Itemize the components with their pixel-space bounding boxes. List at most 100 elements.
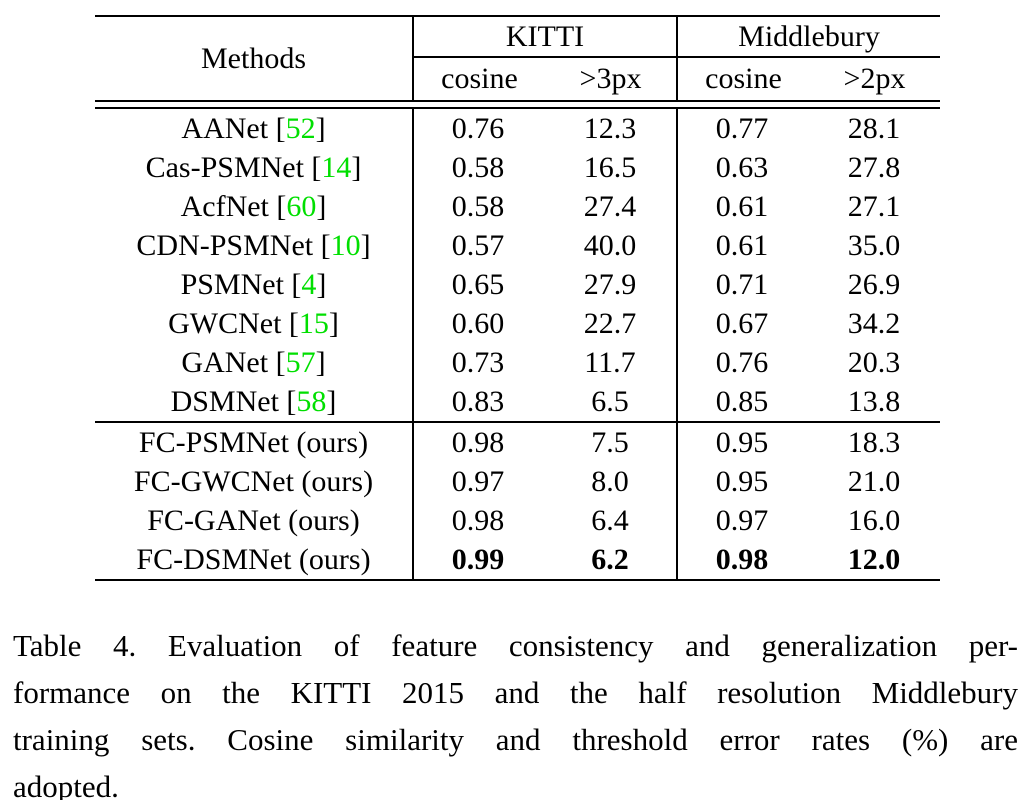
value-cell: 26.9	[847, 267, 901, 301]
value-cell: 0.58	[451, 189, 505, 223]
value-cell: 12.3	[583, 111, 637, 145]
value-cell: 0.60	[451, 306, 505, 340]
method-cell: FC-PSMNet (ours)	[138, 425, 369, 459]
col-group-kitti-title: KITTI	[414, 17, 676, 58]
value-cell: 21.0	[847, 464, 901, 498]
method-label: AANet [	[181, 111, 286, 145]
value-cell: 0.83	[451, 384, 505, 418]
value-cell: 35.0	[847, 228, 901, 262]
value-cell: 22.7	[583, 306, 637, 340]
value-cell: 0.98	[451, 425, 505, 459]
col-group-middlebury-subheaders: cosine >2px	[678, 58, 940, 100]
citation-number: 14	[321, 150, 352, 184]
value-cell: 0.95	[715, 464, 769, 498]
table-row: FC-GANet (ours) 0.98 6.4 0.97 16.0	[95, 501, 940, 540]
value-cell: 0.63	[715, 150, 769, 184]
col-group-kitti: KITTI cosine >3px	[412, 17, 676, 100]
value-cell: 18.3	[847, 425, 901, 459]
table-body-baselines: AANet [52] 0.76 12.3 0.77 28.1 Cas-PSMNet [14…	[95, 109, 940, 421]
column-divider	[412, 109, 414, 421]
value-cell: 0.67	[715, 306, 769, 340]
col-group-middlebury-title: Middlebury	[678, 17, 940, 58]
table-row: FC-DSMNet (ours) 0.99 6.2 0.98 12.0	[95, 540, 940, 579]
value-cell: 0.85	[715, 384, 769, 418]
col-header-middlebury-2px: >2px	[843, 62, 906, 95]
value-cell: 27.9	[583, 267, 637, 301]
method-label: CDN-PSMNet [	[136, 228, 331, 262]
table-row: AcfNet [60] 0.58 27.4 0.61 27.1	[95, 187, 940, 226]
caption-line: Table 4. Evaluation of feature consisten…	[13, 628, 1018, 663]
method-label: ]	[351, 150, 362, 184]
value-cell: 0.97	[715, 503, 769, 537]
value-cell: 0.76	[451, 111, 505, 145]
table-body-ours: FC-PSMNet (ours) 0.98 7.5 0.95 18.3 FC-GWCNet…	[95, 421, 940, 579]
value-cell: 6.2	[591, 542, 629, 576]
value-cell: 0.98	[451, 503, 505, 537]
value-cell: 27.1	[847, 189, 901, 223]
value-cell: 16.0	[847, 503, 901, 537]
value-cell: 0.77	[715, 111, 769, 145]
method-cell: AANet [52]	[95, 112, 412, 146]
method-cell: GANet [57]	[95, 346, 412, 380]
column-divider	[412, 423, 414, 579]
value-cell: 12.0	[847, 542, 901, 576]
method-label: GWCNet [	[168, 306, 299, 340]
value-cell: 0.76	[715, 345, 769, 379]
method-label: ]	[316, 189, 327, 223]
value-cell: 28.1	[847, 111, 901, 145]
value-cell: 0.95	[715, 425, 769, 459]
value-cell: 0.99	[451, 542, 505, 576]
results-table: Methods KITTI cosine >3px Middlebury cos…	[95, 15, 940, 581]
col-group-kitti-subheaders: cosine >3px	[414, 58, 676, 100]
table-row: FC-PSMNet (ours) 0.98 7.5 0.95 18.3	[95, 423, 940, 462]
table-row: AANet [52] 0.76 12.3 0.77 28.1	[95, 109, 940, 148]
column-divider	[676, 423, 678, 579]
method-cell: FC-GWCNet (ours)	[133, 464, 374, 498]
table-row: CDN-PSMNet [10] 0.57 40.0 0.61 35.0	[95, 226, 940, 265]
table-caption: Table 4. Evaluation of feature consisten…	[13, 622, 1018, 800]
method-cell: CDN-PSMNet [10]	[95, 229, 412, 263]
value-cell: 0.65	[451, 267, 505, 301]
value-cell: 6.4	[591, 503, 629, 537]
method-cell: GWCNet [15]	[95, 307, 412, 341]
method-label: PSMNet [	[180, 267, 302, 301]
table-row: DSMNet [58] 0.83 6.5 0.85 13.8	[95, 382, 940, 421]
column-divider	[676, 109, 678, 421]
value-cell: 11.7	[584, 345, 636, 379]
value-cell: 0.98	[715, 542, 769, 576]
table-row: GANet [57] 0.73 11.7 0.76 20.3	[95, 343, 940, 382]
value-cell: 0.58	[451, 150, 505, 184]
caption-line: formance on the KITTI 2015 and the half …	[13, 675, 1018, 710]
value-cell: 34.2	[847, 306, 901, 340]
caption-line: adopted.	[13, 769, 119, 800]
col-header-methods: Methods	[201, 41, 306, 75]
col-header-middlebury-cosine: cosine	[705, 62, 782, 95]
value-cell: 13.8	[847, 384, 901, 418]
value-cell: 0.73	[451, 345, 505, 379]
citation-number: 57	[285, 345, 316, 379]
method-label: GANet [	[181, 345, 286, 379]
method-cell: PSMNet [4]	[95, 268, 412, 302]
caption-line: training sets. Cosine similarity and thr…	[13, 722, 1018, 757]
method-label: ]	[315, 345, 326, 379]
method-cell: Cas-PSMNet [14]	[95, 151, 412, 185]
citation-number: 60	[286, 189, 317, 223]
col-header-kitti-3px: >3px	[579, 62, 642, 95]
table-row: PSMNet [4] 0.65 27.9 0.71 26.9	[95, 265, 940, 304]
value-cell: 6.5	[591, 384, 629, 418]
method-cell: AcfNet [60]	[95, 190, 412, 224]
table-row: FC-GWCNet (ours) 0.97 8.0 0.95 21.0	[95, 462, 940, 501]
value-cell: 0.61	[715, 228, 769, 262]
method-label: ]	[326, 384, 337, 418]
col-group-middlebury: Middlebury cosine >2px	[676, 17, 940, 100]
value-cell: 0.97	[451, 464, 505, 498]
value-cell: 27.4	[583, 189, 637, 223]
citation-number: 52	[285, 111, 316, 145]
value-cell: 0.61	[715, 189, 769, 223]
value-cell: 16.5	[583, 150, 637, 184]
value-cell: 7.5	[591, 425, 629, 459]
value-cell: 20.3	[847, 345, 901, 379]
method-label: Cas-PSMNet [	[145, 150, 322, 184]
method-label: ]	[316, 267, 327, 301]
